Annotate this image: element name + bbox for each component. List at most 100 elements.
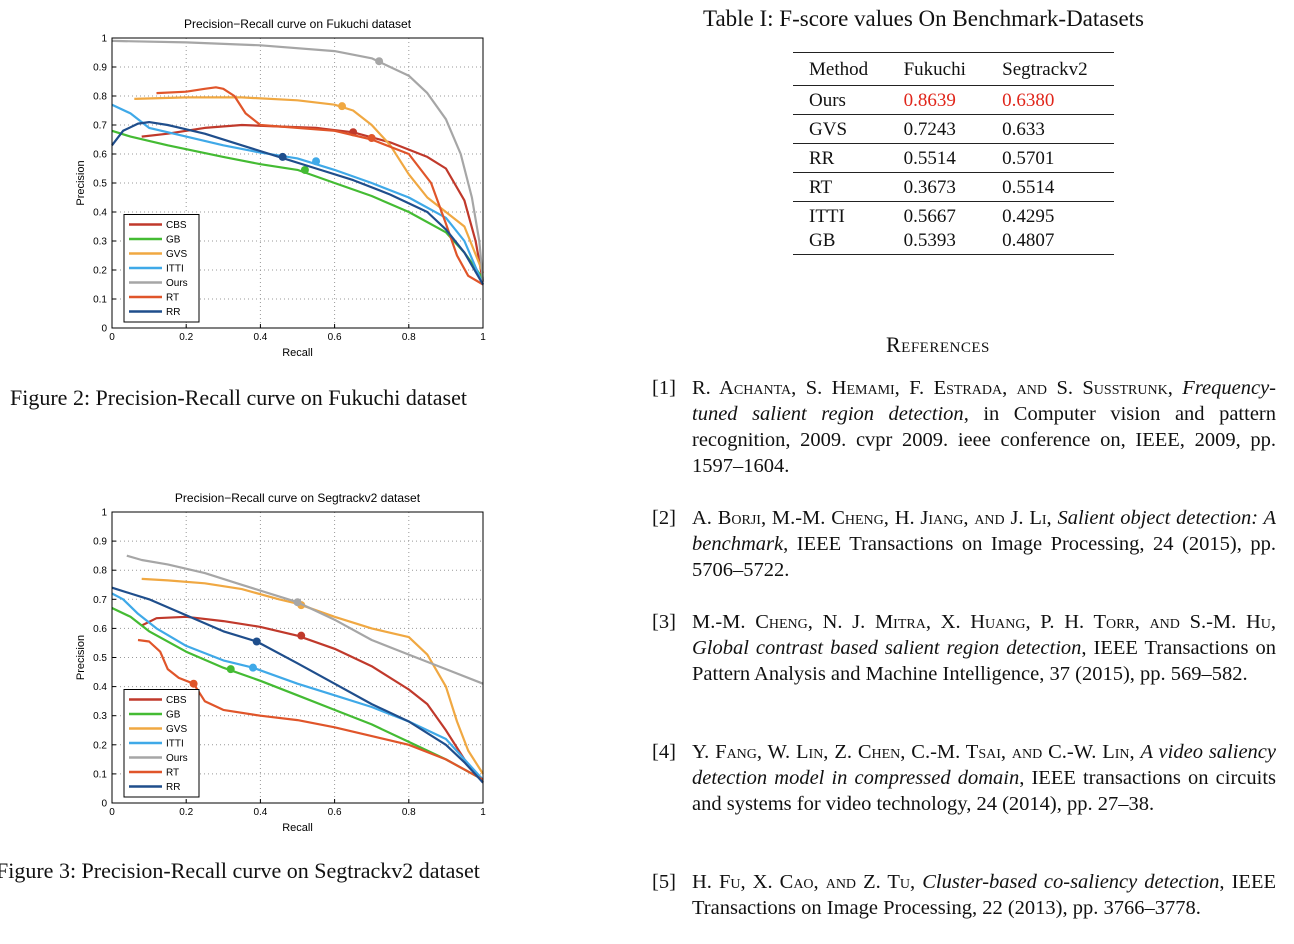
cell-fukuchi: 0.5393 — [887, 230, 987, 255]
reference-title: Salient object detection: A benchmark — [692, 507, 1276, 555]
chart-title: Precision−Recall curve on Segtrackv2 dat… — [175, 491, 421, 505]
references-heading: References — [886, 332, 990, 357]
y-axis-label: Precision — [75, 635, 87, 680]
y-tick-label: 0 — [101, 324, 107, 335]
reference-number: [3] — [652, 611, 676, 633]
series-line-gvs — [141, 577, 484, 775]
y-tick-label: 0.7 — [93, 595, 107, 606]
x-tick-label: 0.4 — [253, 332, 267, 343]
y-tick-label: 0.3 — [93, 237, 107, 248]
series-marker-rr — [278, 152, 287, 161]
legend-label: CBS — [166, 695, 187, 706]
series-line-cbs — [141, 615, 484, 784]
pr-chart-fukuchi: 0 0.2 0.4 0.6 0.8 1 0 0.1 0.2 0.3 0.4 0.5 0.6 0.7 0.8 0… — [75, 17, 486, 359]
cell-fukuchi: 0.8639 — [887, 85, 987, 115]
cell-method: RR — [793, 143, 888, 173]
legend-label: GB — [166, 235, 181, 246]
x-tick-label: 0.6 — [328, 807, 342, 818]
x-tick-label: 0.8 — [402, 807, 416, 818]
y-tick-label: 1 — [101, 34, 107, 45]
y-tick-label: 0.6 — [93, 150, 107, 161]
legend-label: Ours — [166, 278, 188, 289]
x-tick-label: 0.2 — [179, 807, 193, 818]
reference-details: , IEEE Transactions on Pattern Analysis … — [692, 637, 1276, 685]
y-axis-label: Precision — [75, 160, 87, 205]
header-fukuchi: Fukuchi — [887, 52, 987, 86]
cell-fukuchi: 0.5667 — [903, 206, 956, 227]
reference-details: , IEEE Transactions on Image Processing,… — [692, 533, 1276, 581]
y-tick-label: 0.5 — [93, 179, 107, 190]
series-marker-rr — [252, 637, 261, 646]
x-axis-label: Recall — [282, 822, 313, 834]
header-segtrack: Segtrackv2 — [986, 52, 1114, 86]
y-tick-label: 0.4 — [93, 208, 107, 219]
series-marker-gb — [300, 165, 309, 174]
y-tick-label: 0.1 — [93, 769, 107, 780]
series-line-rr — [111, 586, 484, 784]
x-tick-label: 0 — [109, 332, 115, 343]
series-line-itti — [111, 103, 485, 285]
cell-segtrack: 0.6380 — [986, 85, 1114, 115]
cell-method: GB — [793, 230, 888, 255]
cell-method: Ours — [793, 85, 888, 115]
legend-label: ITTI — [166, 264, 184, 275]
table-row: Ours 0.8639 0.6380 — [793, 85, 1114, 115]
series-line-rt — [137, 638, 484, 781]
table-row: RT 0.3673 0.5514 — [793, 172, 1114, 202]
y-tick-label: 0.2 — [93, 266, 107, 277]
x-tick-label: 0.4 — [253, 807, 267, 818]
x-tick-label: 0.2 — [179, 332, 193, 343]
cell-method: GVS — [793, 114, 888, 144]
reference-title: Frequency-tuned salient region detection — [692, 377, 1277, 425]
cell-segtrack: 0.633 — [986, 114, 1114, 144]
reference-authors: Y. Fang, W. Lin, Z. Chen, C.-M. Tsai, an… — [692, 741, 1135, 763]
y-tick-label: 0.7 — [93, 121, 107, 132]
table-header-row: Method Fukuchi Segtrackv2 — [793, 52, 1114, 86]
reference-details: , IEEE transactions on circuits and syst… — [692, 767, 1276, 815]
series-marker-gb — [226, 665, 235, 674]
table-row: GVS 0.7243 0.633 — [793, 114, 1114, 144]
plot-frame — [111, 37, 484, 329]
reference-title: Cluster-based co-saliency detection — [922, 871, 1220, 893]
y-tick-label: 0 — [101, 799, 107, 810]
reference-item: [4] Y. Fang, W. Lin, Z. Chen, C.-M. Tsai… — [652, 739, 1276, 817]
y-tick-label: 0.6 — [93, 624, 107, 635]
cell-segtrack: 0.5514 — [986, 172, 1114, 202]
y-tick-label: 0.3 — [93, 711, 107, 722]
fscore-table: Method Fukuchi Segtrackv2 Ours 0.8639 0.… — [793, 52, 1114, 255]
legend-label: RR — [166, 307, 180, 318]
reference-title: Global contrast based salient region det… — [692, 637, 1082, 659]
pr-chart-segtrackv2: 0 0.2 0.4 0.6 0.8 1 0 0.1 0.2 0.3 0.4 0.5 0.6 0.7 0.8 0… — [75, 491, 486, 834]
series-marker-gvs — [338, 102, 347, 111]
chart-title: Precision−Recall curve on Fukuchi datase… — [184, 17, 412, 31]
legend-label: RT — [166, 768, 179, 779]
cell-fukuchi: 0.3673 — [887, 172, 987, 202]
reference-item: [1] R. Achanta, S. Hemami, F. Estrada, a… — [652, 375, 1276, 479]
series-marker-rt — [367, 134, 376, 143]
reference-number: [5] — [652, 871, 676, 893]
figure-2-caption: Figure 2: Precision-Recall curve on Fuku… — [10, 385, 467, 410]
x-axis-label: Recall — [282, 347, 313, 359]
series-marker-cbs — [297, 631, 306, 640]
legend-label: CBS — [166, 220, 187, 231]
cell-method: ITTI — [809, 206, 845, 227]
series-line-ours — [126, 554, 484, 685]
series-line-gvs — [134, 96, 485, 274]
series-marker-ours — [293, 598, 302, 607]
reference-item: [5] H. Fu, X. Cao, and Z. Tu, Cluster-ba… — [652, 869, 1276, 921]
series-marker-rt — [189, 679, 198, 688]
reference-item: [3] M.-M. Cheng, N. J. Mitra, X. Huang, … — [652, 609, 1276, 687]
legend-label: GVS — [166, 724, 187, 735]
table-row: ITTI 0.5667 0.4295 — [793, 202, 1114, 231]
table-row: RR 0.5514 0.5701 — [793, 143, 1114, 173]
cell-segtrack: 0.5701 — [986, 143, 1114, 173]
table-title: Table I: F-score values On Benchmark-Dat… — [703, 6, 1144, 31]
cell-segtrack: 0.4807 — [986, 230, 1114, 255]
y-tick-label: 0.8 — [93, 92, 107, 103]
reference-number: [4] — [652, 741, 676, 763]
legend-label: GB — [166, 710, 181, 721]
series-line-ours — [111, 39, 485, 282]
x-tick-label: 0.6 — [328, 332, 342, 343]
reference-number: [1] — [652, 377, 676, 399]
reference-details: , IEEE Transactions on Image Processing,… — [692, 871, 1276, 919]
